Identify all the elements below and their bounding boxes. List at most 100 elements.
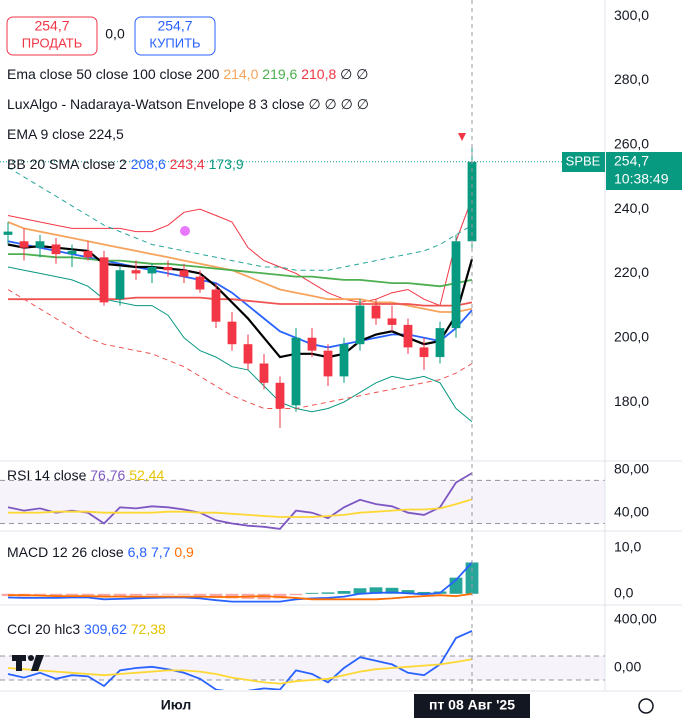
y-tick-label: 0,0 bbox=[614, 584, 634, 600]
legend-title: EMA 9 close bbox=[7, 126, 85, 142]
panes: 180,0 200,0 220,0 240,0 260,0 280,0 300,0 Июл пт… bbox=[0, 7, 657, 718]
pane bbox=[0, 147, 605, 428]
series-line bbox=[8, 498, 473, 518]
candle-body bbox=[259, 363, 269, 383]
legend-value: 224,5 bbox=[89, 126, 124, 142]
candle-body bbox=[211, 289, 221, 322]
buy-button[interactable] bbox=[134, 16, 216, 56]
legend-value: 0,9 bbox=[174, 544, 194, 560]
legend-bb: BB 20 SMA close 2 208,6 243,4 173,9 bbox=[7, 156, 244, 172]
candle-body bbox=[51, 244, 61, 255]
spread: 0,0 bbox=[105, 26, 125, 42]
band-fill bbox=[0, 656, 605, 681]
candle-body bbox=[451, 241, 461, 329]
series-line bbox=[7, 221, 473, 313]
candle-body bbox=[147, 266, 157, 274]
price-tag bbox=[606, 152, 682, 190]
candle-body bbox=[99, 257, 109, 303]
series-line bbox=[7, 658, 473, 685]
legend-title: RSI 14 close bbox=[7, 467, 87, 483]
pane bbox=[0, 472, 605, 530]
series-line bbox=[7, 630, 473, 690]
y-tick-label: 260,0 bbox=[614, 135, 649, 151]
signal-dot bbox=[180, 226, 190, 236]
candle-body bbox=[275, 382, 285, 409]
y-tick-label: 10,0 bbox=[614, 538, 641, 554]
legend-cci: CCI 20 hlc3 309,62 72,38 bbox=[7, 621, 166, 637]
candle-body bbox=[371, 305, 381, 319]
histogram-bar bbox=[417, 591, 431, 594]
series-line bbox=[7, 561, 473, 603]
tv-logo bbox=[12, 655, 44, 671]
candle-body bbox=[67, 250, 77, 255]
candle-body bbox=[435, 328, 445, 358]
candle-body bbox=[323, 350, 333, 377]
y-tick-label: 0,00 bbox=[614, 659, 641, 675]
histogram-bar bbox=[193, 593, 207, 596]
candle-body bbox=[419, 347, 429, 358]
candle-body bbox=[227, 321, 237, 345]
series-line bbox=[7, 289, 473, 409]
legend-title: MACD 12 26 close bbox=[7, 544, 124, 560]
histogram-bar bbox=[49, 593, 63, 596]
histogram-bar bbox=[225, 593, 239, 599]
y-tick-label: 180,0 bbox=[614, 393, 649, 409]
sell-button[interactable] bbox=[6, 16, 98, 56]
legend-ema: Ema close 50 close 100 close 200 214,0 2… bbox=[7, 66, 368, 82]
legend-value: 7,7 bbox=[151, 544, 171, 560]
legend-value: 309,62 bbox=[84, 621, 127, 637]
pane bbox=[1, 561, 479, 603]
candle-body bbox=[339, 344, 349, 377]
legend-rsi: RSI 14 close 76,76 52,44 bbox=[7, 467, 164, 483]
legend-value: 210,8 bbox=[301, 66, 336, 82]
candle-body bbox=[163, 266, 173, 271]
y-tick-label: 280,0 bbox=[614, 71, 649, 87]
legend-value: 76,76 bbox=[90, 467, 125, 483]
histogram-bar bbox=[113, 593, 127, 597]
legend-title: Ema close 50 close 100 close 200 bbox=[7, 66, 220, 82]
series-line bbox=[8, 253, 473, 288]
signal-triangle bbox=[458, 133, 466, 141]
histogram-bar bbox=[129, 593, 143, 596]
legend-value: ∅ ∅ bbox=[340, 66, 368, 82]
legend-value: ∅ ∅ ∅ ∅ bbox=[308, 96, 368, 112]
legend-value: 6,8 bbox=[128, 544, 148, 560]
y-tick-label: 200,0 bbox=[614, 328, 649, 344]
candle-body bbox=[403, 324, 413, 348]
legend-value: 219,6 bbox=[262, 66, 297, 82]
settings-icon[interactable] bbox=[638, 698, 654, 714]
candle-body bbox=[307, 337, 317, 351]
legend-value: 173,9 bbox=[209, 156, 244, 172]
candle-body bbox=[355, 305, 365, 345]
y-tick-label: 40,00 bbox=[614, 503, 649, 519]
legend-title: CCI 20 hlc3 bbox=[7, 621, 80, 637]
buy-price: 254,7 bbox=[157, 18, 192, 34]
candle-body bbox=[3, 231, 13, 235]
histogram-bar bbox=[385, 587, 399, 594]
histogram-bar bbox=[369, 587, 383, 594]
histogram-bar bbox=[401, 590, 415, 594]
y-tick-label: 80,00 bbox=[614, 460, 649, 476]
candle-body bbox=[19, 241, 29, 248]
histogram-bar bbox=[177, 593, 191, 595]
candle-body bbox=[179, 270, 189, 277]
histogram-bar bbox=[65, 593, 79, 596]
legend-value: 208,6 bbox=[131, 156, 166, 172]
timer: 10:38:49 bbox=[614, 171, 669, 187]
legend-value: 214,0 bbox=[223, 66, 258, 82]
sell-price: 254,7 bbox=[34, 18, 69, 34]
pane bbox=[0, 630, 605, 690]
candle-body bbox=[83, 250, 93, 258]
histogram-bar bbox=[353, 588, 367, 594]
histogram-bar bbox=[305, 592, 319, 594]
legend-value: 243,4 bbox=[170, 156, 205, 172]
histogram-bar bbox=[209, 593, 223, 598]
candle-body bbox=[195, 276, 205, 290]
series-line bbox=[7, 243, 474, 359]
series-line bbox=[7, 198, 473, 307]
x-tick-label: Июл bbox=[161, 697, 192, 713]
histogram-bar bbox=[1, 593, 15, 597]
histogram-bar bbox=[97, 593, 111, 597]
x-tick-label: пт 08 Авг '25 bbox=[429, 697, 515, 713]
